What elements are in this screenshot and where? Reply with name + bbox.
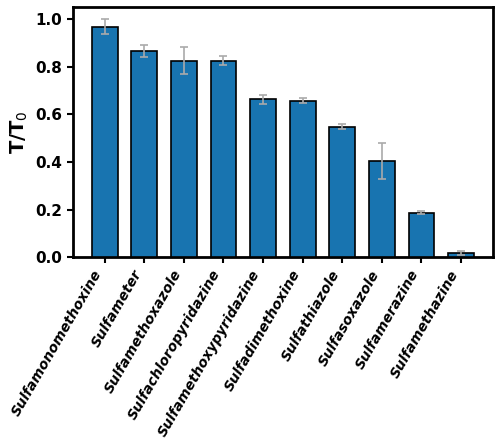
Bar [132, 50, 157, 257]
Bar [210, 61, 236, 257]
Bar [408, 213, 434, 257]
Bar [448, 253, 474, 257]
Bar [92, 27, 118, 257]
Bar [369, 161, 395, 257]
Bar [290, 101, 316, 257]
Bar [250, 99, 276, 257]
Y-axis label: T/T$_0$: T/T$_0$ [8, 110, 29, 154]
Bar [171, 61, 197, 257]
Bar [330, 127, 355, 257]
